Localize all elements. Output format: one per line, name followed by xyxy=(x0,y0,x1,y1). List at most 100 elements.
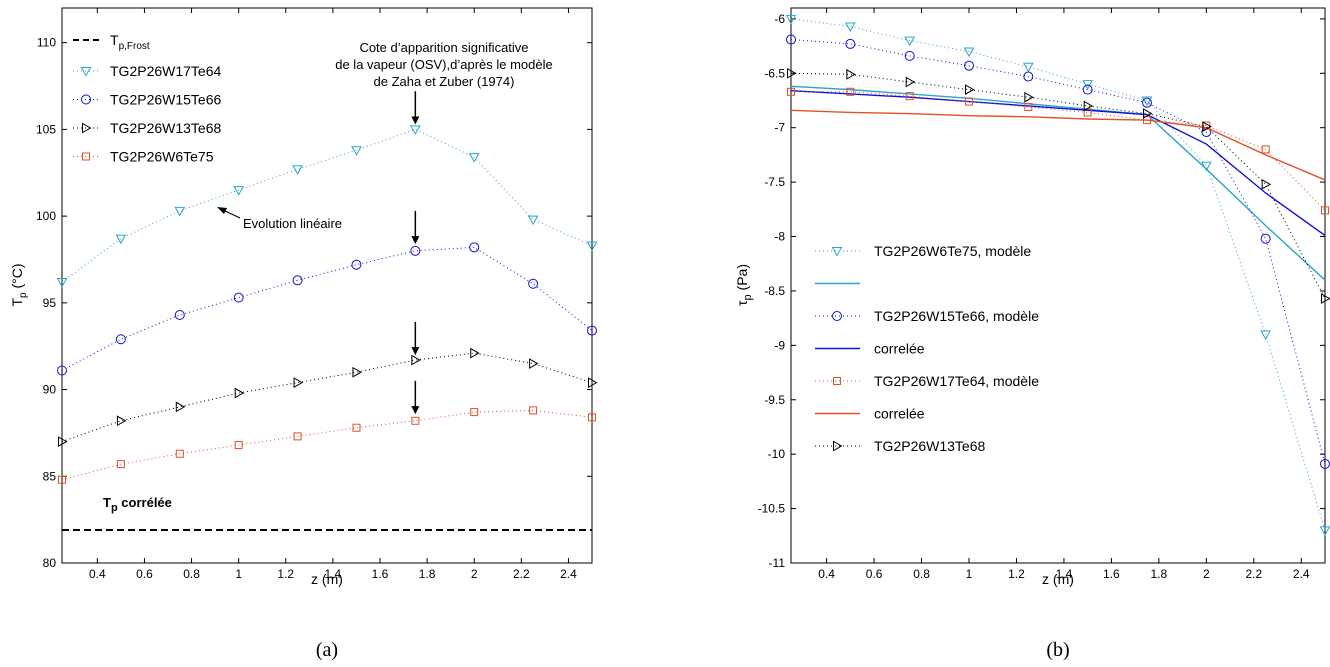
data-point-tg2p26w13te68 xyxy=(116,415,127,427)
data-point-tg2p26w15te66 xyxy=(292,275,303,286)
x-tick-label: 0.8 xyxy=(913,567,930,581)
data-point-tg2p26w15te66 xyxy=(351,259,362,270)
y-tick-label: -11 xyxy=(769,556,786,570)
data-point-tg2p26w13te68 xyxy=(58,436,68,447)
legend-marker xyxy=(832,311,842,321)
linear-annotation: Evolution linéaire xyxy=(243,216,342,231)
y-tick-label: 110 xyxy=(37,36,56,50)
data-point-tg2p26w6te75-mod-le xyxy=(785,14,797,25)
y-tick-label: -8 xyxy=(774,230,785,244)
data-point-tg2p26w13te68 xyxy=(1321,293,1330,304)
legend-marker xyxy=(82,152,90,161)
data-point-tg2p26w15te66-mod-le xyxy=(1260,233,1271,244)
x-tick-label: 0.6 xyxy=(866,567,883,581)
series-line-tg2p26w13te68 xyxy=(61,352,593,443)
legend-marker xyxy=(831,247,843,257)
data-point-tg2p26w15te66-mod-le xyxy=(1023,71,1034,82)
legend-a: Tp,Frost TG2P26W17Te64TG2P26W15Te66TG2P2… xyxy=(73,32,221,165)
legend-label: correlée xyxy=(874,406,925,422)
data-point-tg2p26w17te64 xyxy=(233,186,245,196)
data-point-tg2p26w17te64 xyxy=(56,278,68,288)
legend-marker xyxy=(833,440,843,452)
series-group-a xyxy=(56,125,598,532)
osv-annotation-line3: de Zaha et Zuber (1974) xyxy=(374,74,515,89)
data-point-tg2p26w15te66-mod-le xyxy=(1142,97,1152,108)
data-point-tg2p26w6te75-mod-le xyxy=(1319,526,1330,536)
data-point-tg2p26w13te68 xyxy=(529,358,539,369)
data-point-tg2p26w17te64-mod-le xyxy=(846,87,855,96)
data-point-tg2p26w6te75-mod-le xyxy=(1082,80,1094,90)
data-point-tg2p26w13te68 xyxy=(1024,91,1034,103)
panel-caption-b: (b) xyxy=(1046,639,1069,661)
series-line-correl-e xyxy=(790,109,1326,181)
x-axis-a: 0.4 0.6 0.8 1 1.2 1.4 1.6 1.8 2 2.2 2.4 xyxy=(89,8,577,581)
data-point-tg2p26w6te75 xyxy=(352,423,361,432)
x-tick-label: 1.8 xyxy=(1151,567,1168,581)
data-point-tg2p26w6te75-mod-le xyxy=(1022,62,1034,73)
data-point-tg2p26w6te75-mod-le xyxy=(844,22,856,33)
y-tick-label: -7 xyxy=(774,121,785,135)
chart-panel-b: 0.4 0.6 0.8 1 1.2 1.4 1.6 1.8 2 2.2 2.4 -11-10.5-1… xyxy=(734,7,1330,661)
osv-arrows xyxy=(411,91,420,415)
osv-arrow-head xyxy=(411,116,420,125)
linear-annotation-arrow xyxy=(222,209,241,219)
legend-label: TG2P26W17Te64, modèle xyxy=(874,373,1039,389)
data-point-tg2p26w13te68 xyxy=(787,67,797,79)
data-point-tg2p26w6te75 xyxy=(234,441,243,450)
data-point-tg2p26w13te68 xyxy=(1261,178,1272,190)
data-point-tg2p26w17te64 xyxy=(292,165,303,175)
data-point-tg2p26w17te64 xyxy=(351,146,362,156)
data-point-tg2p26w13te68 xyxy=(905,76,916,88)
series-line-series-1 xyxy=(790,85,1326,281)
data-point-tg2p26w6te75 xyxy=(116,460,125,469)
data-point-tg2p26w6te75 xyxy=(58,475,66,484)
y-tick-label: -6 xyxy=(774,12,785,26)
x-tick-label: 2.2 xyxy=(1245,567,1262,581)
data-point-tg2p26w17te64 xyxy=(115,234,127,245)
data-point-tg2p26w6te75 xyxy=(588,413,596,422)
y-axis-b: -11 -10.5 -10 -9.5 -9 -8.5 -8 -7.5 -7 -6.5 -6 xyxy=(758,12,1325,570)
data-point-tg2p26w15te66 xyxy=(469,242,480,253)
plot-frame-a xyxy=(61,7,593,564)
data-point-tg2p26w6te75 xyxy=(293,432,302,441)
legend-b: TG2P26W6Te75, modèle TG2P26W15Te66, modèl… xyxy=(815,243,1039,454)
data-point-tg2p26w13te68 xyxy=(175,401,186,413)
data-point-tg2p26w13te68 xyxy=(588,377,598,388)
y-tick-label: 105 xyxy=(36,122,56,136)
legend-marker xyxy=(80,67,92,77)
data-point-tg2p26w15te66 xyxy=(115,334,126,345)
x-tick-label: 1.6 xyxy=(372,567,389,581)
y-tick-label: -10.5 xyxy=(758,502,786,516)
series-line-correl-e xyxy=(790,90,1326,237)
legend-label: TG2P26W13Te68 xyxy=(110,120,221,136)
y-tick-label: -10 xyxy=(768,447,786,461)
legend-label: TG2P26W6Te75, modèle xyxy=(874,243,1031,259)
data-point-tg2p26w17te64-mod-le xyxy=(1261,145,1270,154)
data-point-tg2p26w13te68 xyxy=(234,387,245,399)
y-tick-label: -9 xyxy=(774,338,785,352)
data-point-tg2p26w13te68 xyxy=(1143,108,1153,119)
y-tick-label: 85 xyxy=(43,469,57,483)
x-tick-label: 0.8 xyxy=(183,567,200,581)
y-tick-label: 100 xyxy=(36,209,56,223)
data-point-tg2p26w17te64 xyxy=(468,153,480,163)
osv-arrow-head xyxy=(411,347,420,356)
x-tick-label: 0.6 xyxy=(136,567,153,581)
data-point-tg2p26w13te68 xyxy=(470,347,480,359)
data-point-tg2p26w6te75 xyxy=(470,408,479,417)
legend-label: TG2P26W6Te75 xyxy=(110,149,214,165)
data-point-tg2p26w13te68 xyxy=(1083,100,1094,112)
legend-items-a: TG2P26W17Te64 TG2P26W15Te66 TG2P26W13Te68 T… xyxy=(73,63,221,165)
data-point-tg2p26w13te68 xyxy=(352,366,362,378)
series-line-tg2p26w15te66 xyxy=(61,246,593,371)
x-tick-label: 1.8 xyxy=(419,567,436,581)
x-axis-label-a: z (m) xyxy=(311,571,343,587)
series-line-tg2p26w17te64-mod-le xyxy=(791,91,1326,211)
x-tick-label: 1.2 xyxy=(1008,567,1025,581)
panel-caption-a: (a) xyxy=(316,639,338,661)
x-tick-label: 0.4 xyxy=(89,567,106,581)
y-tick-label: -6.5 xyxy=(764,66,785,80)
data-point-tg2p26w13te68 xyxy=(846,69,856,80)
x-tick-label: 1 xyxy=(235,567,242,581)
linear-annotation-arrowhead xyxy=(217,207,227,214)
